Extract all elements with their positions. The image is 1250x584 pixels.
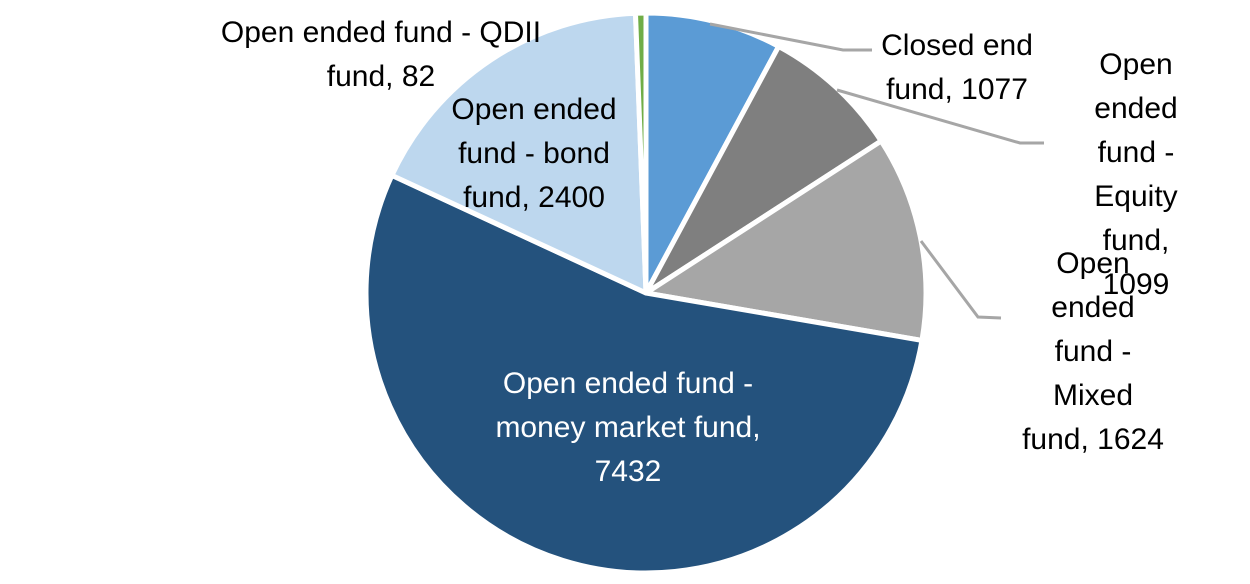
pie-slice-closed-end-fund	[643, 10, 782, 296]
pie-slice-qdii-fund	[632, 10, 649, 296]
pie-label-bond-fund: Open ended fund - bond fund, 2400	[451, 93, 617, 214]
leader-line-closed-end-fund	[709, 22, 872, 52]
leader-line-mixed-fund	[919, 240, 1002, 320]
pie-slice-bond-fund	[389, 10, 649, 296]
pie-label-equity-fund: Open ended fund - Equity fund, 1099	[1094, 48, 1178, 301]
pie-slice-mixed-fund	[643, 138, 929, 343]
leader-line-equity-fund	[836, 88, 1044, 145]
pie-slice-equity-fund	[643, 43, 884, 296]
pie-label-mixed-fund: Open ended fund - Mixed fund, 1624	[1022, 247, 1164, 456]
pie-slices-group	[363, 10, 929, 576]
pie-slice-money-market-fund	[363, 172, 925, 576]
pie-label-closed-end-fund: Closed end fund, 1077	[881, 29, 1033, 106]
pie-label-money-market-fund: Open ended fund - money market fund, 743…	[495, 367, 761, 488]
pie-label-qdii-fund: Open ended fund - QDII fund, 82	[220, 16, 542, 93]
